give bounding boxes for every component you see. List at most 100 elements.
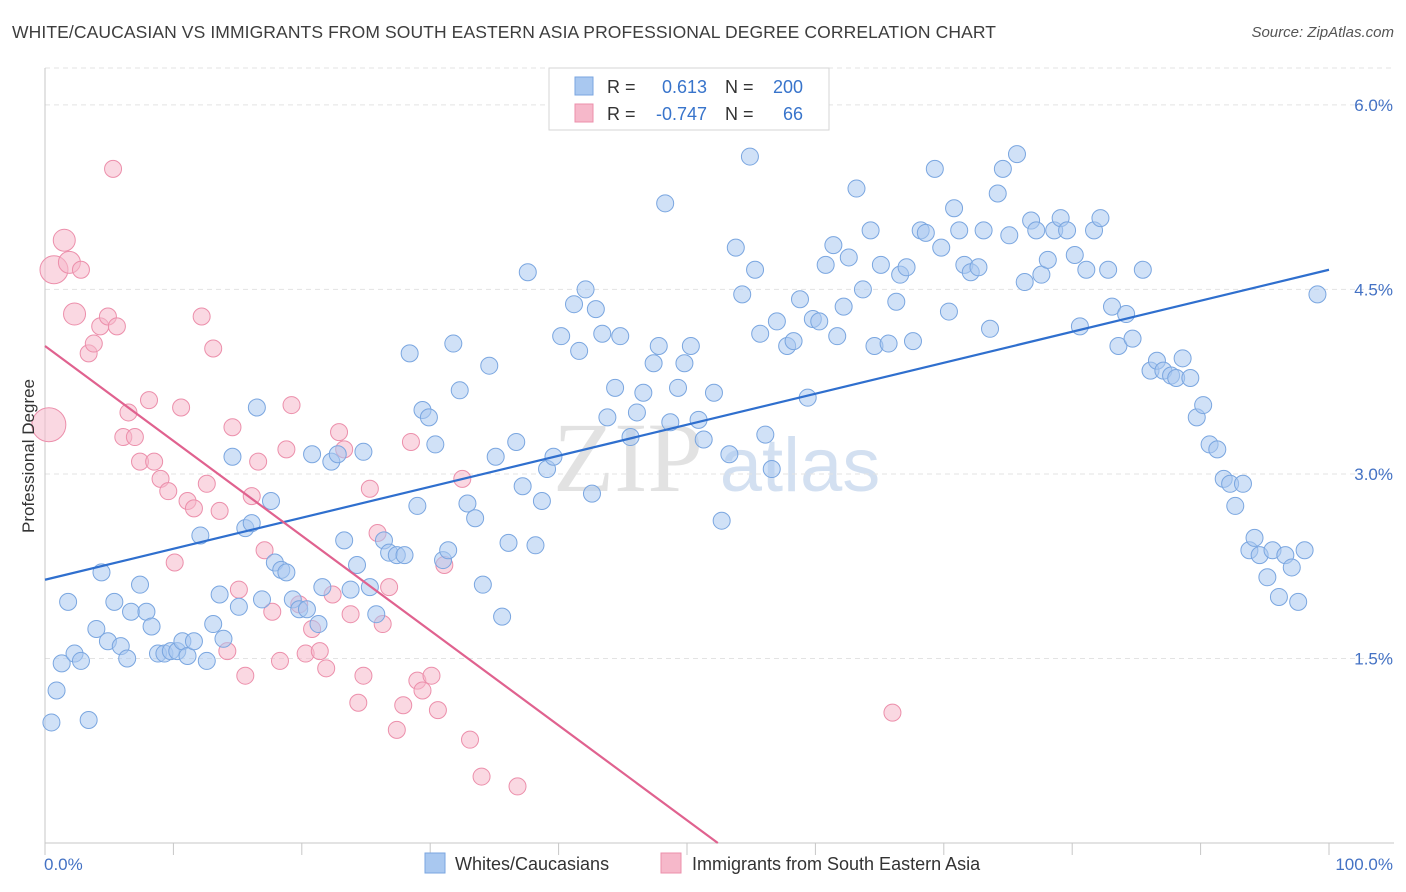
whites-point bbox=[473, 575, 492, 594]
whites-point bbox=[1077, 260, 1096, 279]
whites-point bbox=[570, 341, 589, 360]
legend-r-value-1: 0.613 bbox=[662, 77, 707, 97]
immigrants-point bbox=[172, 398, 191, 417]
whites-point bbox=[1038, 250, 1057, 269]
whites-point bbox=[634, 383, 653, 402]
whites-point bbox=[694, 430, 713, 449]
immigrants-point bbox=[310, 642, 329, 661]
legend-r-value-2: -0.747 bbox=[656, 104, 707, 124]
whites-point bbox=[974, 221, 993, 240]
whites-point bbox=[348, 555, 367, 574]
whites-point bbox=[184, 632, 203, 651]
whites-point bbox=[661, 413, 680, 432]
whites-point bbox=[204, 615, 223, 634]
whites-point bbox=[1233, 474, 1252, 493]
whites-point bbox=[439, 541, 458, 560]
immigrants-point bbox=[354, 666, 373, 685]
whites-point bbox=[493, 607, 512, 626]
whites-point bbox=[367, 605, 386, 624]
whites-point bbox=[649, 337, 668, 356]
whites-point bbox=[71, 651, 90, 670]
whites-point bbox=[611, 327, 630, 346]
whites-point bbox=[210, 585, 229, 604]
whites-point bbox=[214, 629, 233, 648]
whites-point bbox=[988, 184, 1007, 203]
whites-point bbox=[582, 484, 601, 503]
whites-point bbox=[122, 602, 141, 621]
immigrants-point bbox=[360, 479, 379, 498]
whites-point bbox=[408, 496, 427, 515]
whites-point bbox=[565, 295, 584, 314]
whites-point bbox=[681, 337, 700, 356]
whites-point bbox=[1308, 285, 1327, 304]
whites-point bbox=[79, 710, 98, 729]
immigrants-point bbox=[119, 403, 138, 422]
whites-point bbox=[879, 334, 898, 353]
axes bbox=[44, 68, 1394, 844]
immigrants-point bbox=[317, 659, 336, 678]
whites-point bbox=[1289, 592, 1308, 611]
legend-swatch-whites bbox=[574, 76, 594, 96]
bottom-legend: Whites/Caucasians Immigrants from South … bbox=[424, 852, 981, 874]
whites-point bbox=[1208, 440, 1227, 459]
immigrants-point bbox=[197, 474, 216, 493]
whites-point bbox=[733, 285, 752, 304]
whites-point bbox=[197, 651, 216, 670]
whites-point bbox=[458, 494, 477, 513]
immigrants-point bbox=[236, 666, 255, 685]
legend-box: R = 0.613 N = 200 R = -0.747 N = 66 bbox=[548, 67, 830, 131]
whites-point bbox=[486, 447, 505, 466]
whites-point bbox=[720, 445, 739, 464]
immigrants-trend-line bbox=[44, 345, 719, 844]
immigrants-point bbox=[107, 317, 126, 336]
whites-point bbox=[400, 344, 419, 363]
whites-point bbox=[341, 580, 360, 599]
whites-point bbox=[450, 381, 469, 400]
whites-point bbox=[969, 258, 988, 277]
whites-point bbox=[313, 578, 332, 597]
whites-point bbox=[1173, 349, 1192, 368]
whites-trend-line bbox=[44, 268, 1330, 581]
whites-point bbox=[42, 713, 61, 732]
immigrants-point bbox=[249, 452, 268, 471]
whites-point bbox=[810, 312, 829, 331]
legend-r-label-2: R = bbox=[607, 104, 636, 124]
immigrants-point bbox=[140, 391, 159, 410]
whites-point bbox=[426, 435, 445, 454]
immigrants-point bbox=[165, 553, 184, 572]
whites-point bbox=[1099, 260, 1118, 279]
whites-point bbox=[816, 255, 835, 274]
immigrants-point bbox=[63, 302, 87, 326]
whites-point bbox=[47, 681, 66, 700]
whites-point bbox=[303, 445, 322, 464]
immigrants-point bbox=[883, 703, 902, 722]
whites-point bbox=[552, 327, 571, 346]
immigrants-point bbox=[145, 452, 164, 471]
whites-point bbox=[945, 199, 964, 218]
whites-point bbox=[746, 260, 765, 279]
whites-point bbox=[252, 590, 271, 609]
whites-point bbox=[981, 319, 1000, 338]
x-tick-label-min: 0.0% bbox=[44, 855, 83, 874]
whites-point bbox=[242, 514, 261, 533]
whites-point bbox=[444, 334, 463, 353]
whites-point bbox=[1007, 145, 1026, 164]
whites-point bbox=[1258, 568, 1277, 587]
bottom-legend-label-immigrants: Immigrants from South Eastern Asia bbox=[692, 854, 981, 874]
whites-point bbox=[247, 398, 266, 417]
whites-point bbox=[1226, 496, 1245, 515]
whites-point bbox=[335, 531, 354, 550]
whites-point bbox=[191, 526, 210, 545]
whites-point bbox=[1133, 260, 1152, 279]
immigrants-point bbox=[428, 701, 447, 720]
whites-point bbox=[131, 575, 150, 594]
whites-point bbox=[223, 447, 242, 466]
whites-point bbox=[897, 258, 916, 277]
x-tick-label-max: 100.0% bbox=[1335, 855, 1393, 874]
whites-point bbox=[499, 533, 518, 552]
whites-point bbox=[513, 477, 532, 496]
whites-point bbox=[576, 280, 595, 299]
whites-point bbox=[756, 425, 775, 444]
whites-point bbox=[1103, 297, 1122, 316]
whites-point bbox=[1000, 226, 1019, 245]
